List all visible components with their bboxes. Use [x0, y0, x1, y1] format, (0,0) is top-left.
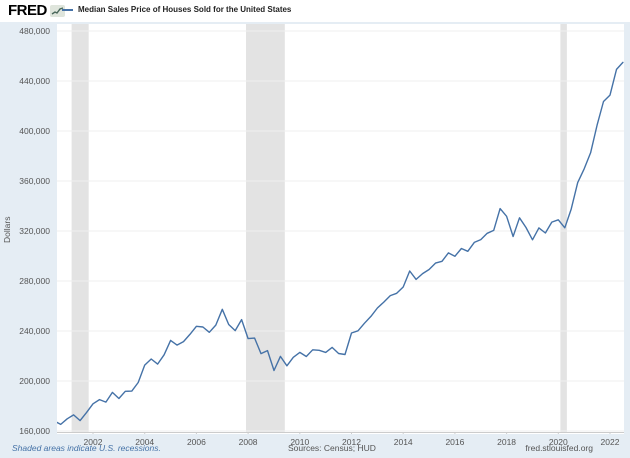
- data-line-series: [57, 61, 624, 426]
- y-tick-label: 400,000: [19, 126, 50, 136]
- y-tick-label: 440,000: [19, 76, 50, 86]
- y-tick-label: 160,000: [19, 426, 50, 436]
- series-legend-dash-icon: [62, 8, 73, 11]
- series-legend-label: Median Sales Price of Houses Sold for th…: [78, 5, 292, 14]
- fred-site-link[interactable]: fred.stlouisfed.org: [525, 443, 593, 453]
- fred-sparkline-icon: [49, 5, 65, 17]
- series-legend: Median Sales Price of Houses Sold for th…: [62, 5, 291, 14]
- y-tick-label: 280,000: [19, 276, 50, 286]
- x-tick-label: 2014: [393, 437, 413, 447]
- fred-logo[interactable]: FRED: [8, 3, 65, 19]
- x-tick-label: 2018: [497, 437, 517, 447]
- y-tick-label: 360,000: [19, 176, 50, 186]
- graph-header: FRED Median Sales Price of Houses Sold f…: [0, 0, 630, 22]
- x-tick-label: 2012: [342, 437, 361, 447]
- fred-logo-text: FRED: [8, 2, 47, 19]
- x-tick-label: 2016: [445, 437, 465, 447]
- recession-note: Shaded areas indicate U.S. recessions.: [12, 443, 161, 453]
- recession-band: [71, 24, 89, 433]
- x-tick-label: 2002: [83, 437, 103, 447]
- x-tick-label: 2004: [135, 437, 155, 447]
- y-tick-label: 240,000: [19, 326, 50, 336]
- sources-text: Sources: Census; HUD: [288, 443, 376, 453]
- y-tick-label: 320,000: [19, 226, 50, 236]
- recession-band: [560, 24, 567, 433]
- x-tick-label: 2008: [238, 437, 258, 447]
- y-tick-label: 200,000: [19, 376, 50, 386]
- plot-area: [57, 24, 624, 434]
- x-tick-label: 2020: [548, 437, 568, 447]
- y-tick-label: 480,000: [19, 26, 50, 36]
- x-tick-label: 2006: [186, 437, 206, 447]
- x-tick-label: 2022: [600, 437, 620, 447]
- chart-canvas[interactable]: [57, 24, 624, 434]
- recession-band: [246, 24, 285, 433]
- x-tick-label: 2010: [290, 437, 310, 447]
